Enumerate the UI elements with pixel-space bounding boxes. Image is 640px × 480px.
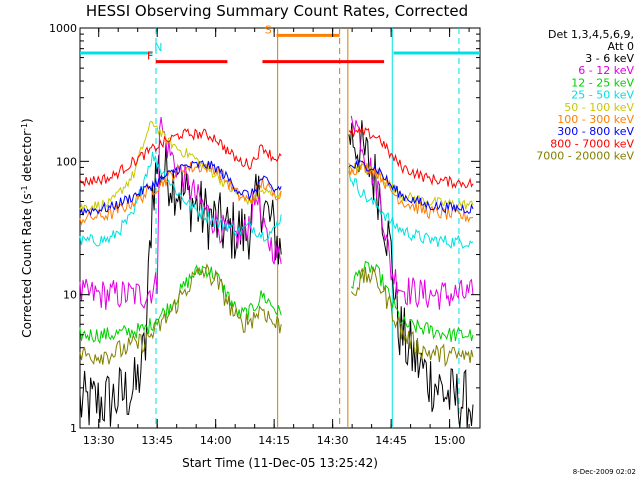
y-axis-label: Corrected Count Rate (s-1 detector-1): [20, 118, 34, 337]
y-tick-label: 10: [63, 289, 77, 302]
legend-entry: 800 - 7000 keV: [550, 137, 634, 150]
y-tick-label: 100: [56, 155, 77, 168]
legend-header-line-2: Att 0: [608, 40, 634, 53]
series-line: [348, 159, 474, 214]
x-tick-label: 13:45: [141, 434, 173, 447]
series-line: [79, 151, 282, 247]
x-axis-label: Start Time (11-Dec-05 13:25:42): [182, 456, 378, 470]
flag-label-S: S: [265, 23, 272, 36]
legend-entry: 3 - 6 keV: [585, 52, 634, 65]
y-tick-label: 1000: [49, 22, 77, 35]
series-line: [348, 126, 474, 189]
series-line: [348, 120, 474, 429]
x-tick-label: 14:45: [375, 434, 407, 447]
x-tick-label: 13:30: [83, 434, 115, 447]
series-line: [348, 171, 474, 249]
series-line: [79, 160, 282, 226]
x-tick-label: 15:00: [434, 434, 466, 447]
series-line: [79, 117, 282, 310]
series-line: [79, 128, 282, 187]
legend-entry: 25 - 50 keV: [571, 89, 634, 102]
series-line: [79, 263, 282, 365]
y-axis: 1 10 100 1000: [49, 22, 480, 435]
y-tick-label: 1: [70, 422, 77, 435]
x-tick-label: 14:15: [258, 434, 290, 447]
legend-entry: 7000 - 20000 keV: [536, 150, 634, 163]
x-tick-label: 14:00: [200, 434, 232, 447]
series-line: [348, 159, 474, 223]
legend-entry: 6 - 12 keV: [578, 64, 634, 77]
legend-header-line-1: Det 1,3,4,5,6,9,: [548, 28, 634, 41]
series-line: [79, 160, 282, 216]
series-line: [350, 265, 474, 368]
legend-entry: 50 - 100 keV: [564, 101, 634, 114]
legend-entry: 12 - 25 keV: [571, 76, 634, 89]
x-tick-label: 14:30: [317, 434, 349, 447]
series-line: [79, 120, 282, 212]
flag-bars: NF S: [80, 23, 480, 64]
series-line: [348, 162, 474, 210]
plot-frame: [79, 27, 481, 429]
flag-label-N: N: [154, 41, 162, 54]
series-line: [79, 264, 282, 345]
series-lines: [79, 115, 474, 429]
generation-timestamp: 8-Dec-2009 02:02: [573, 468, 636, 476]
vertical-markers: [155, 28, 460, 428]
series-line: [350, 260, 474, 342]
series-line: [350, 115, 474, 310]
flag-label-F: F: [147, 50, 153, 63]
legend-entry: 100 - 300 keV: [557, 113, 634, 126]
chart-title: HESSI Observing Summary Count Rates, Cor…: [86, 2, 468, 20]
x-axis: 13:30 13:45 14:00 14:15 14:30 14:45 15:00: [83, 28, 470, 447]
legend-entry: 300 - 800 keV: [557, 125, 634, 138]
